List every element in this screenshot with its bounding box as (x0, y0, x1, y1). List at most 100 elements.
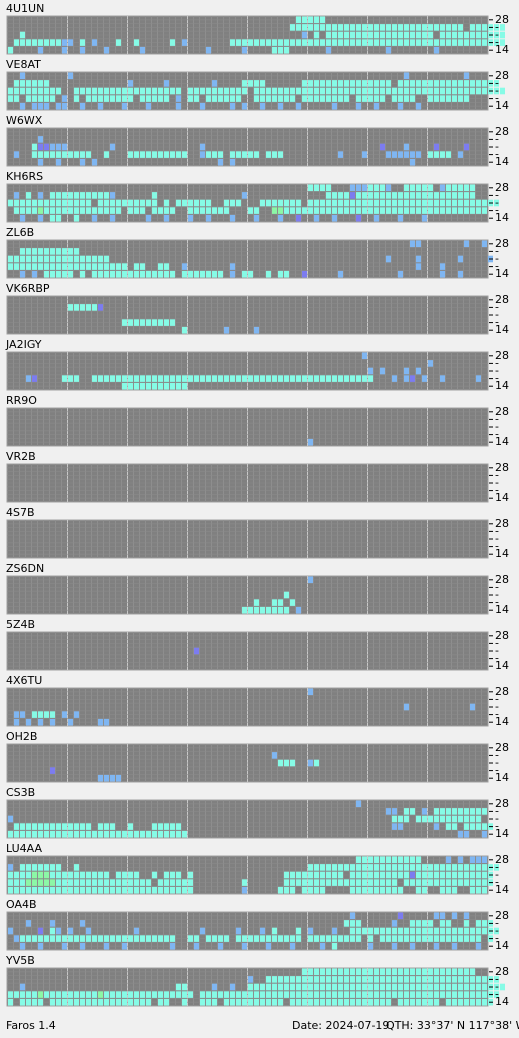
signal-cell (386, 80, 391, 87)
signal-cell (452, 80, 457, 87)
signal-cell (170, 991, 175, 998)
signal-cell (296, 39, 301, 46)
signal-cell (374, 879, 379, 886)
signal-cell (332, 879, 337, 886)
signal-cell (248, 998, 253, 1006)
signal-cell (266, 151, 271, 158)
signal-cell (8, 998, 13, 1006)
signal-cell (368, 207, 373, 214)
signal-cell (374, 95, 379, 102)
signal-cell (242, 375, 247, 382)
signal-cell (476, 998, 481, 1006)
signal-cell (86, 263, 91, 270)
signal-cell (422, 864, 427, 871)
signal-cell (362, 886, 367, 894)
signal-cell (278, 207, 283, 214)
signal-cell (380, 886, 385, 894)
signal-cell (320, 976, 325, 983)
signal-cell (146, 214, 151, 222)
signal-cell (206, 375, 211, 382)
signal-cell (452, 823, 457, 830)
signal-cell (56, 991, 61, 998)
signal-cell (254, 991, 259, 998)
band-label: 14 (495, 267, 509, 280)
signal-cell (116, 199, 121, 207)
signal-cell (416, 87, 421, 95)
signal-cell (386, 192, 391, 199)
signal-cell (332, 998, 337, 1006)
signal-cell (476, 864, 481, 871)
signal-cell (320, 991, 325, 998)
signal-cell (32, 143, 37, 151)
signal-cell (32, 80, 37, 87)
signal-cell (68, 375, 73, 382)
signal-cell (440, 263, 445, 270)
signal-cell (320, 184, 325, 192)
signal-cell (224, 326, 229, 334)
signal-cell (92, 39, 97, 46)
signal-cell (350, 864, 355, 871)
signal-cell (458, 151, 463, 158)
signal-cell (422, 927, 427, 935)
signal-cell (440, 912, 445, 920)
signal-cell (284, 39, 289, 46)
signal-cell (86, 935, 91, 942)
signal-cell (452, 927, 457, 935)
signal-cell (128, 935, 133, 942)
signal-cell (248, 375, 253, 382)
beacon-call: 4X6TU (6, 674, 42, 687)
signal-cell (380, 367, 385, 375)
signal-cell (404, 998, 409, 1006)
signal-cell (410, 998, 415, 1006)
signal-cell (374, 976, 379, 983)
signal-cell (38, 80, 43, 87)
signal-cell (398, 151, 403, 158)
signal-cell (176, 879, 181, 886)
signal-cell (128, 879, 133, 886)
signal-cell (392, 31, 397, 39)
signal-cell (212, 95, 217, 102)
signal-cell (440, 815, 445, 823)
signal-cell (20, 879, 25, 886)
signal-cell (98, 935, 103, 942)
signal-cell (374, 968, 379, 976)
signal-cell (134, 927, 139, 935)
signal-cell (242, 80, 247, 87)
signal-cell (434, 39, 439, 46)
signal-cell (356, 998, 361, 1006)
signal-cell (20, 87, 25, 95)
signal-cell (380, 80, 385, 87)
signal-cell (128, 871, 133, 879)
signal-cell (146, 102, 151, 110)
signal-cell (56, 158, 61, 166)
band-label: - (495, 244, 499, 257)
signal-cell (446, 991, 451, 998)
signal-cell (170, 207, 175, 214)
signal-cell (434, 24, 439, 31)
signal-cell (236, 927, 241, 935)
signal-cell (494, 87, 499, 95)
signal-cell (20, 102, 25, 110)
signal-cell (116, 998, 121, 1006)
signal-cell (458, 808, 463, 815)
signal-cell (278, 983, 283, 991)
signal-cell (404, 31, 409, 39)
signal-cell (32, 255, 37, 263)
signal-cell (158, 270, 163, 278)
signal-cell (452, 935, 457, 942)
band-label: 14 (495, 43, 509, 56)
signal-cell (20, 207, 25, 214)
signal-cell (50, 39, 55, 46)
beacon-call: YV5B (5, 954, 35, 967)
signal-cell (476, 886, 481, 894)
signal-cell (38, 927, 43, 935)
signal-cell (104, 199, 109, 207)
signal-cell (422, 31, 427, 39)
signal-cell (260, 606, 265, 614)
signal-cell (302, 31, 307, 39)
band-label: - (495, 476, 499, 489)
signal-cell (38, 214, 43, 222)
signal-cell (128, 991, 133, 998)
signal-cell (416, 31, 421, 39)
signal-cell (482, 80, 487, 87)
